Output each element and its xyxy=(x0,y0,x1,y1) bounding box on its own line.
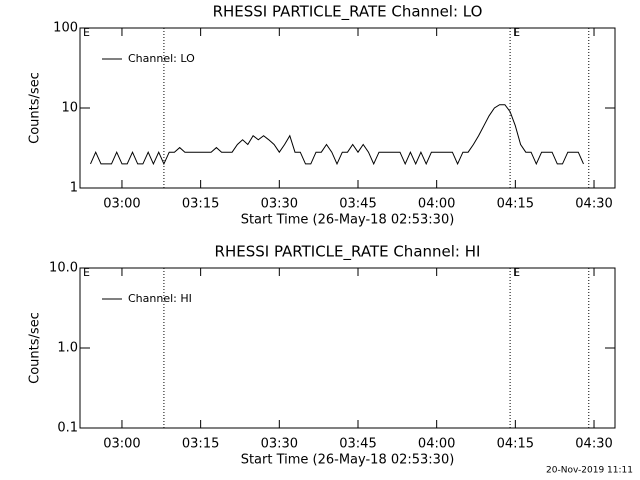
event-label: E xyxy=(513,26,520,39)
x-tick-label: 04:30 xyxy=(575,437,612,452)
y-axis-label: Counts/sec xyxy=(28,72,43,144)
x-tick-label: 03:30 xyxy=(261,197,298,212)
event-label: E xyxy=(83,266,90,279)
y-tick-label: 1.0 xyxy=(57,341,78,356)
timestamp: 20-Nov-2019 11:11 xyxy=(546,466,633,476)
x-axis-label: Start Time (26-May-18 02:53:30) xyxy=(241,453,455,468)
data-line xyxy=(90,104,584,166)
event-label: E xyxy=(513,266,520,279)
x-tick-label: 04:30 xyxy=(575,197,612,212)
x-tick-label: 03:00 xyxy=(103,437,140,452)
x-tick-label: 03:45 xyxy=(339,437,376,452)
x-tick-label: 04:00 xyxy=(418,437,455,452)
y-tick-label: 1 xyxy=(70,181,78,196)
x-tick-label: 04:00 xyxy=(418,197,455,212)
y-tick-label: 10 xyxy=(61,101,78,116)
y-tick-label: 10.0 xyxy=(49,261,78,276)
chart-title: RHESSI PARTICLE_RATE Channel: HI xyxy=(215,243,481,262)
y-tick-label: 0.1 xyxy=(57,421,78,436)
x-tick-label: 03:00 xyxy=(103,197,140,212)
y-axis-label: Counts/sec xyxy=(28,312,43,384)
x-tick-label: 04:15 xyxy=(497,437,534,452)
x-tick-label: 03:30 xyxy=(261,437,298,452)
x-tick-label: 03:15 xyxy=(182,197,219,212)
legend-label: Channel: HI xyxy=(128,292,192,305)
chart-title: RHESSI PARTICLE_RATE Channel: LO xyxy=(213,3,483,22)
x-tick-label: 03:15 xyxy=(182,437,219,452)
x-tick-label: 03:45 xyxy=(339,197,376,212)
x-axis-label: Start Time (26-May-18 02:53:30) xyxy=(241,213,455,228)
x-tick-label: 04:15 xyxy=(497,197,534,212)
event-label: E xyxy=(83,26,90,39)
legend-label: Channel: LO xyxy=(128,52,195,65)
y-tick-label: 100 xyxy=(53,21,78,36)
